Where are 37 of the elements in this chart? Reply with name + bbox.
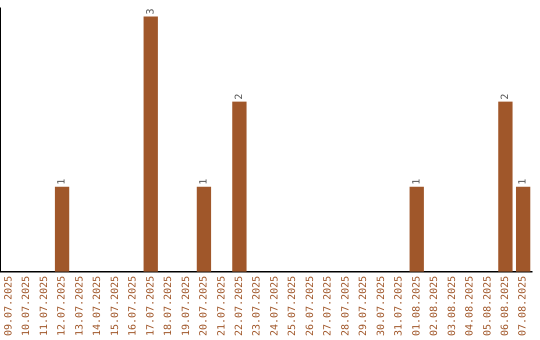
x-tick-label: 04.08.2025 xyxy=(464,276,476,336)
x-tick-label: 16.07.2025 xyxy=(128,276,139,336)
x-tick-label: 30.07.2025 xyxy=(376,276,387,336)
x-tick-label: 22.07.2025 xyxy=(234,276,245,336)
x-tick-label: 10.07.2025 xyxy=(21,276,32,336)
x-tick-label: 05.08.2025 xyxy=(482,276,494,336)
x-tick-label: 13.07.2025 xyxy=(74,276,86,336)
x-tick-label: 18.07.2025 xyxy=(163,276,174,336)
x-tick-label: 29.07.2025 xyxy=(358,276,370,336)
x-tick-label: 15.07.2025 xyxy=(110,276,121,336)
x-tick-label: 03.08.2025 xyxy=(446,276,458,336)
x-tick-label: 27.07.2025 xyxy=(322,276,334,336)
x-tick-label: 07.08.2025 xyxy=(518,276,529,336)
data-label: 1 xyxy=(518,178,529,185)
data-label: 1 xyxy=(56,178,68,185)
data-label: 1 xyxy=(411,178,422,185)
x-tick-label: 12.07.2025 xyxy=(56,276,68,336)
x-tick-label: 21.07.2025 xyxy=(216,276,228,336)
x-tick-label: 28.07.2025 xyxy=(340,276,352,336)
x-tick-label: 09.07.2025 xyxy=(3,276,14,336)
x-tick-label: 11.07.2025 xyxy=(38,276,50,336)
x-tick-label: 31.07.2025 xyxy=(394,276,405,336)
data-label: 2 xyxy=(234,94,245,100)
x-tick-label: 14.07.2025 xyxy=(92,276,104,336)
x-tick-label: 26.07.2025 xyxy=(304,276,316,336)
x-tick-label: 02.08.2025 xyxy=(429,276,440,336)
x-tick-label: 24.07.2025 xyxy=(269,276,280,336)
x-tick-label: 06.08.2025 xyxy=(500,276,511,336)
data-label: 1 xyxy=(198,178,210,185)
data-label: 2 xyxy=(500,94,511,100)
x-tick-label: 20.07.2025 xyxy=(198,276,210,336)
x-tick-label: 01.08.2025 xyxy=(411,276,422,336)
data-label: 3 xyxy=(145,8,156,15)
x-tick-label: 23.07.2025 xyxy=(252,276,263,336)
x-tick-label: 25.07.2025 xyxy=(287,276,298,336)
x-tick-label: 19.07.2025 xyxy=(180,276,192,336)
x-tick-label: 17.07.2025 xyxy=(145,276,156,336)
